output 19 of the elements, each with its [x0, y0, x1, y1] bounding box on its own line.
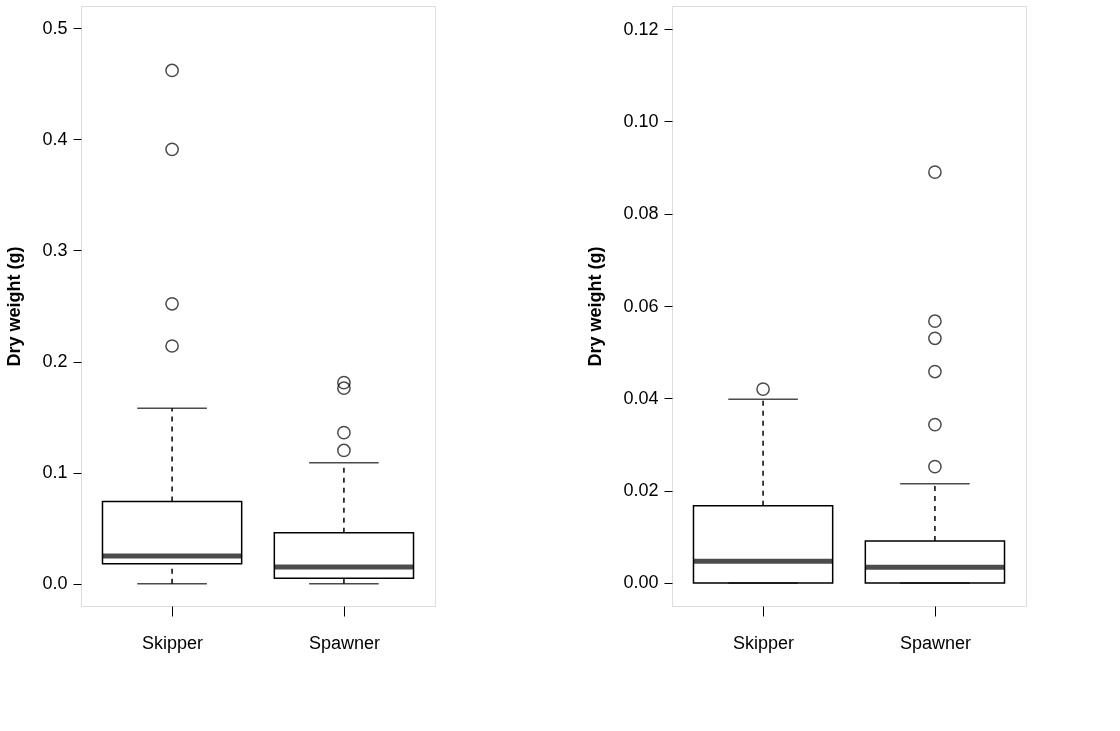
y-axis-title: Dry weight (g) [585, 246, 606, 367]
y-axis-title: Dry weight (g) [4, 246, 25, 367]
y-tick-label: 0.3 [42, 239, 68, 260]
x-tick-label: Spawner [899, 632, 971, 653]
y-tick-label: 0.06 [623, 295, 659, 316]
y-tick-label: 0.1 [42, 462, 68, 483]
y-tick-label: 0.00 [623, 572, 659, 593]
y-tick-label: 0.08 [623, 203, 659, 224]
y-tick-label: 0.4 [42, 128, 68, 149]
y-tick-label: 0.0 [42, 573, 68, 594]
y-tick-label: 0.04 [623, 387, 659, 408]
y-tick-label: 0.2 [42, 351, 68, 372]
y-tick-label: 0.5 [42, 17, 68, 38]
x-tick-label: Spawner [308, 632, 380, 653]
x-tick-label: Skipper [733, 632, 795, 653]
y-tick-label: 0.12 [623, 18, 659, 39]
x-tick-label: Skipper [142, 632, 204, 653]
y-tick-label: 0.02 [623, 480, 659, 501]
y-tick-label: 0.10 [623, 110, 659, 131]
